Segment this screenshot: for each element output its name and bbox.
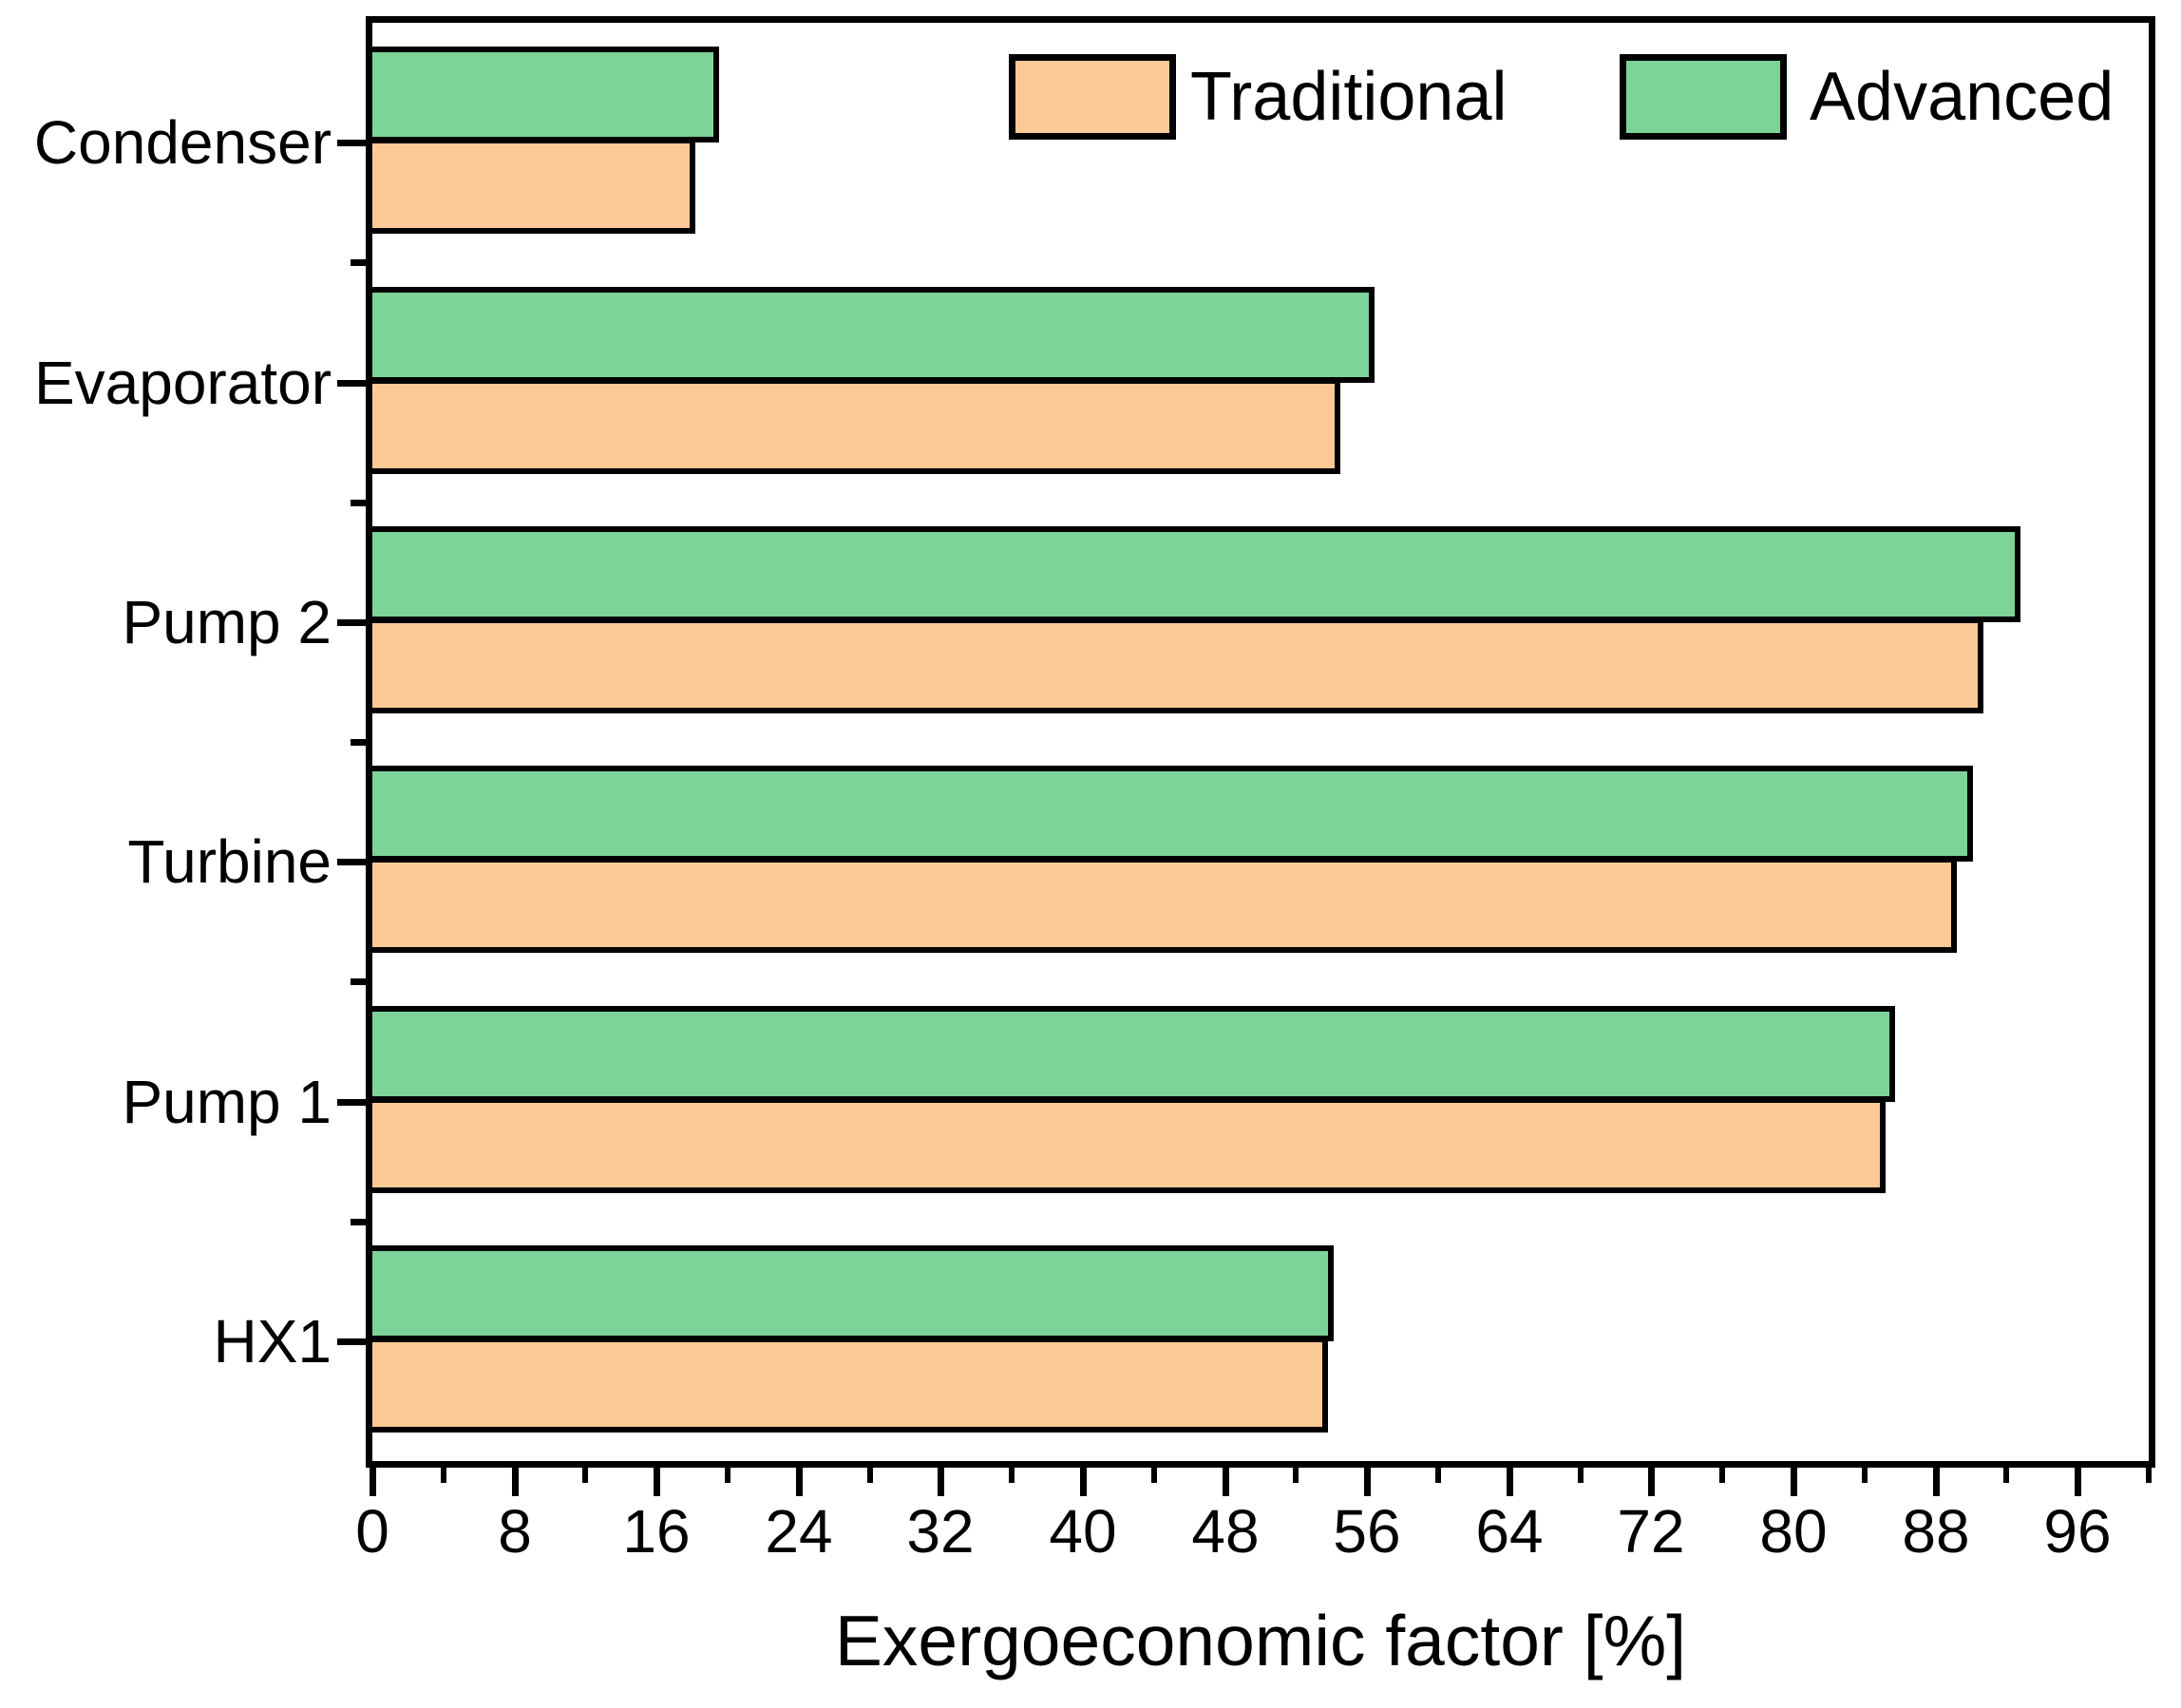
x-major-tick (938, 1468, 944, 1496)
x-major-tick (1364, 1468, 1371, 1496)
x-tick-label: 32 (906, 1497, 975, 1566)
x-minor-tick (1009, 1468, 1015, 1483)
x-major-tick (654, 1468, 660, 1496)
x-major-tick (1223, 1468, 1229, 1496)
bar-advanced-pump-2 (367, 526, 2020, 622)
x-tick-label: 72 (1617, 1497, 1685, 1566)
x-minor-tick (725, 1468, 730, 1483)
category-label-pump-1: Pump 1 (122, 1068, 332, 1136)
x-major-tick (1648, 1468, 1655, 1496)
x-minor-tick (1293, 1468, 1299, 1483)
category-label-turbine: Turbine (127, 827, 332, 896)
x-tick-label: 88 (1902, 1497, 1970, 1566)
x-minor-tick (2146, 1468, 2152, 1483)
bar-advanced-turbine (367, 766, 1973, 862)
x-minor-tick (1151, 1468, 1157, 1483)
x-tick-label: 0 (355, 1497, 389, 1566)
bar-traditional-evaporator (367, 378, 1340, 474)
category-label-hx1: HX1 (213, 1307, 332, 1376)
x-tick-label: 56 (1333, 1497, 1401, 1566)
legend-label-traditional: Traditional (1190, 59, 1508, 135)
y-minor-tick (351, 1219, 366, 1225)
x-major-tick (1507, 1468, 1513, 1496)
y-minor-tick (351, 500, 366, 506)
bar-traditional-pump-2 (367, 617, 1983, 713)
plot-area (366, 16, 2155, 1468)
bar-traditional-turbine (367, 857, 1957, 953)
x-major-tick (2075, 1468, 2081, 1496)
x-major-tick (1080, 1468, 1087, 1496)
x-axis-title: Exergoeconomic factor [%] (834, 1601, 1687, 1680)
x-major-tick (1933, 1468, 1940, 1496)
y-major-tick (337, 380, 366, 387)
x-tick-label: 48 (1191, 1497, 1260, 1566)
y-minor-tick (351, 978, 366, 985)
x-minor-tick (2003, 1468, 2009, 1483)
category-label-pump-2: Pump 2 (122, 588, 332, 656)
legend-swatch-advanced (1620, 54, 1787, 140)
y-major-tick (337, 1099, 366, 1106)
bar-advanced-pump-1 (367, 1006, 1895, 1102)
x-tick-label: 8 (498, 1497, 532, 1566)
x-minor-tick (1435, 1468, 1441, 1483)
y-minor-tick (351, 739, 366, 746)
bar-traditional-condenser (367, 138, 695, 234)
legend-label-advanced: Advanced (1810, 59, 2115, 135)
x-tick-label: 64 (1475, 1497, 1544, 1566)
x-major-tick (1791, 1468, 1797, 1496)
bar-traditional-pump-1 (367, 1097, 1886, 1193)
y-major-tick (337, 140, 366, 146)
x-major-tick (796, 1468, 803, 1496)
x-major-tick (370, 1468, 376, 1496)
category-label-evaporator: Evaporator (33, 349, 332, 417)
bar-advanced-condenser (367, 47, 719, 142)
bar-traditional-hx1 (367, 1337, 1328, 1433)
x-tick-label: 40 (1049, 1497, 1117, 1566)
y-major-tick (337, 619, 366, 626)
x-minor-tick (582, 1468, 588, 1483)
category-label-condenser: Condenser (33, 108, 332, 177)
x-tick-label: 80 (1759, 1497, 1828, 1566)
x-tick-label: 96 (2043, 1497, 2112, 1566)
bar-advanced-evaporator (367, 287, 1375, 383)
x-tick-label: 24 (765, 1497, 833, 1566)
x-minor-tick (1578, 1468, 1584, 1483)
x-minor-tick (867, 1468, 873, 1483)
x-minor-tick (1719, 1468, 1725, 1483)
legend-swatch-traditional (1009, 54, 1176, 140)
y-minor-tick (351, 259, 366, 266)
x-tick-label: 16 (622, 1497, 691, 1566)
x-minor-tick (1862, 1468, 1868, 1483)
y-major-tick (337, 859, 366, 865)
x-major-tick (512, 1468, 519, 1496)
bar-advanced-hx1 (367, 1245, 1334, 1341)
x-minor-tick (441, 1468, 446, 1483)
y-major-tick (337, 1338, 366, 1345)
